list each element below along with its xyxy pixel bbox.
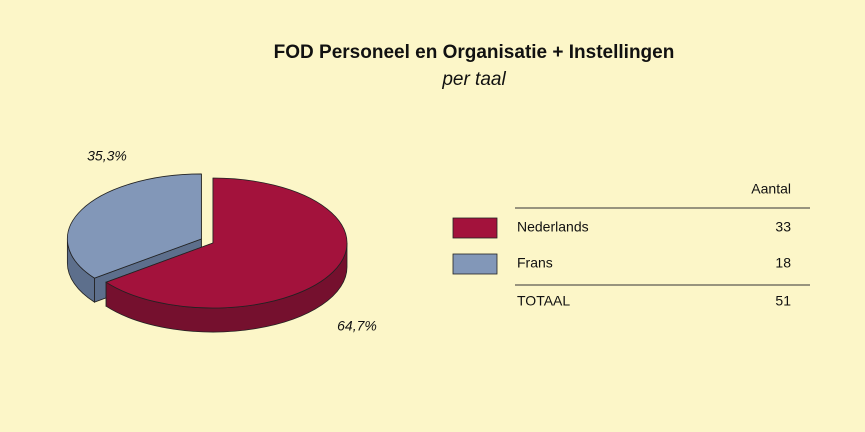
- slice: [66, 173, 202, 279]
- chart-subtitle: per taal: [441, 69, 506, 90]
- slice-label: 64,7%: [337, 318, 377, 334]
- legend-label: Frans: [517, 255, 553, 271]
- slice-label: 35,3%: [87, 148, 127, 164]
- legend-swatch: [452, 253, 498, 275]
- total-value: 51: [775, 293, 791, 309]
- total-label: TOTAAL: [517, 293, 570, 309]
- count-value: 18: [775, 255, 791, 271]
- chart-title: FOD Personeel en Organisatie + Instellin…: [274, 42, 675, 63]
- table-header: Aantal: [751, 181, 791, 197]
- legend-label: Nederlands: [517, 219, 589, 235]
- legend-swatch: [452, 217, 498, 239]
- count-value: 33: [775, 219, 791, 235]
- slice: [105, 177, 348, 309]
